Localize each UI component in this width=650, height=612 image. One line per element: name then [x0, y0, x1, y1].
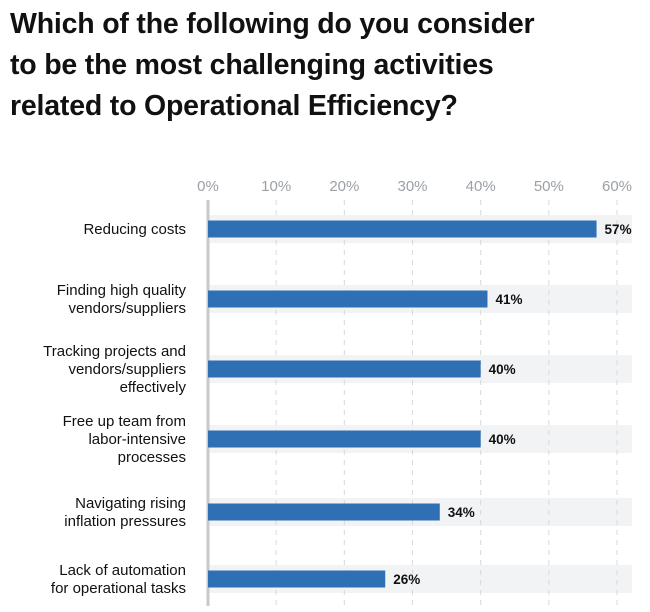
category-label: Free up team from: [63, 413, 186, 430]
bar-6: [208, 570, 386, 588]
value-label: 57%: [605, 222, 632, 237]
chart-title-line-3: related to Operational Efficiency?: [10, 90, 458, 122]
category-label: for operational tasks: [51, 580, 186, 597]
x-tick-label: 60%: [602, 178, 632, 195]
category-label: Lack of automation: [59, 562, 186, 579]
bar-1: [208, 220, 597, 238]
x-tick-label: 30%: [397, 178, 427, 195]
category-label: vendors/suppliers: [68, 361, 186, 378]
category-label: inflation pressures: [64, 513, 186, 530]
category-label: Finding high quality: [57, 282, 187, 299]
chart-title: Which of the following do you consider t…: [10, 4, 640, 127]
chart-title-line-1: Which of the following do you consider: [10, 8, 535, 40]
category-label: vendors/suppliers: [68, 300, 186, 317]
chart-title-line-2: to be the most challenging activities: [10, 49, 494, 81]
x-tick-label: 10%: [261, 178, 291, 195]
category-label: processes: [118, 449, 186, 466]
x-tick-label: 20%: [329, 178, 359, 195]
value-label: 41%: [495, 292, 522, 307]
bar-5: [208, 503, 440, 521]
bar-4: [208, 430, 481, 448]
value-label: 40%: [489, 432, 516, 447]
x-tick-label: 40%: [466, 178, 496, 195]
category-label: effectively: [120, 379, 187, 396]
category-label: Navigating rising: [75, 495, 186, 512]
category-label: labor-intensive: [88, 431, 186, 448]
bar-2: [208, 290, 488, 308]
x-tick-label: 50%: [534, 178, 564, 195]
value-label: 26%: [393, 572, 420, 587]
bar-3: [208, 360, 481, 378]
category-label: Reducing costs: [83, 221, 186, 238]
category-label: Tracking projects and: [43, 343, 186, 360]
x-tick-label: 0%: [197, 178, 219, 195]
value-label: 40%: [489, 362, 516, 377]
value-label: 34%: [448, 505, 475, 520]
